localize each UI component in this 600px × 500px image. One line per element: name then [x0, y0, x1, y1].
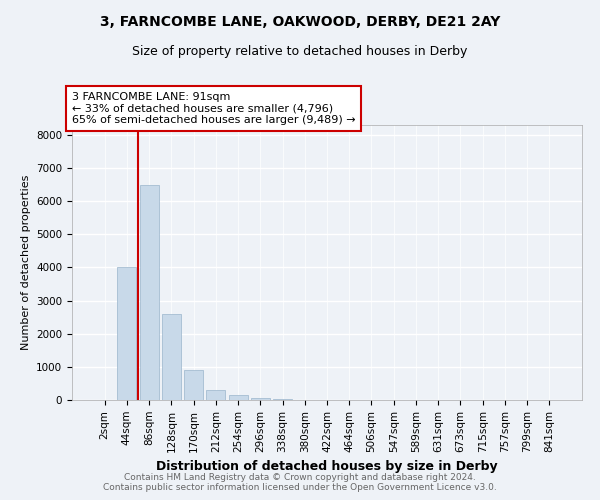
Text: Contains HM Land Registry data © Crown copyright and database right 2024.
Contai: Contains HM Land Registry data © Crown c… — [103, 473, 497, 492]
Bar — [162, 314, 181, 400]
Bar — [229, 395, 248, 400]
Bar — [251, 398, 270, 400]
Y-axis label: Number of detached properties: Number of detached properties — [20, 175, 31, 350]
Bar — [206, 390, 225, 400]
Text: 3 FARNCOMBE LANE: 91sqm
← 33% of detached houses are smaller (4,796)
65% of semi: 3 FARNCOMBE LANE: 91sqm ← 33% of detache… — [72, 92, 356, 125]
Bar — [140, 184, 158, 400]
Bar — [118, 268, 136, 400]
X-axis label: Distribution of detached houses by size in Derby: Distribution of detached houses by size … — [156, 460, 498, 473]
Bar — [184, 370, 203, 400]
Text: 3, FARNCOMBE LANE, OAKWOOD, DERBY, DE21 2AY: 3, FARNCOMBE LANE, OAKWOOD, DERBY, DE21 … — [100, 15, 500, 29]
Bar — [273, 399, 292, 400]
Text: Size of property relative to detached houses in Derby: Size of property relative to detached ho… — [133, 45, 467, 58]
